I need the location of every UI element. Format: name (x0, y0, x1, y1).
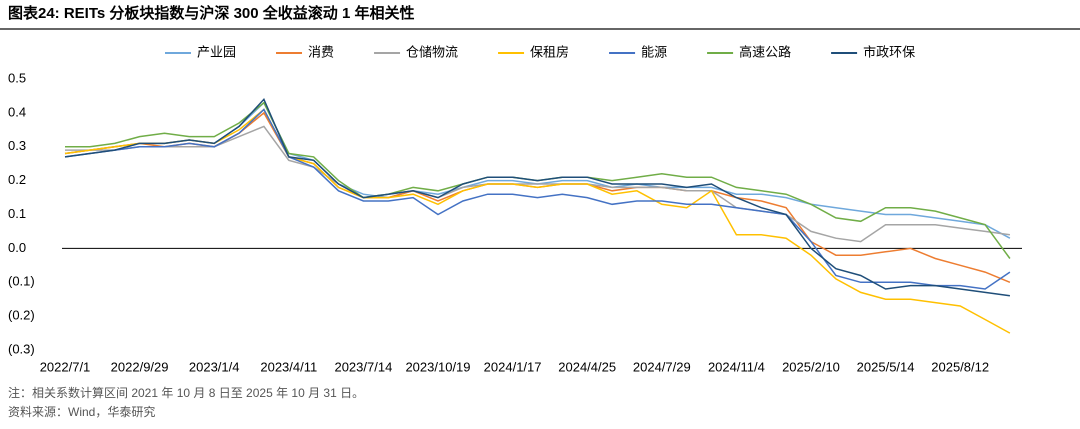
legend-label: 市政环保 (863, 44, 915, 59)
x-tick-label: 2023/7/14 (334, 359, 392, 374)
legend-label: 产业园 (197, 44, 236, 59)
y-tick-label: 0.0 (8, 240, 26, 255)
x-tick-label: 2024/1/17 (484, 359, 542, 374)
x-tick-label: 2025/8/12 (931, 359, 989, 374)
x-tick-label: 2024/4/25 (558, 359, 616, 374)
legend-label: 保租房 (530, 44, 569, 59)
x-tick-label: 2022/9/29 (111, 359, 169, 374)
legend-label: 消费 (308, 44, 334, 59)
series-line (64, 97, 1011, 297)
source: 资料来源：Wind，华泰研究 (8, 404, 155, 419)
legend-label: 高速公路 (739, 44, 791, 59)
y-tick-label: 0.3 (8, 138, 26, 153)
y-tick-label: 0.1 (8, 206, 26, 221)
y-tick-label: 0.5 (8, 70, 26, 85)
x-tick-label: 2023/1/4 (189, 359, 240, 374)
x-tick-label: 2022/7/1 (40, 359, 91, 374)
x-tick-label: 2025/2/10 (782, 359, 840, 374)
x-tick-label: 2024/11/4 (708, 359, 765, 374)
chart-title: 图表24: REITs 分板块指数与沪深 300 全收益滚动 1 年相关性 (8, 4, 414, 22)
y-tick-label: 0.4 (8, 104, 26, 119)
y-tick-label: 0.2 (8, 172, 26, 187)
y-tick-label: (0.1) (8, 274, 35, 289)
series-line (65, 125, 1011, 243)
x-tick-label: 2024/7/29 (633, 359, 691, 374)
series-line (64, 108, 1011, 290)
x-tick-label: 2023/4/11 (260, 359, 317, 374)
legend-label: 仓储物流 (406, 44, 458, 59)
y-tick-label: (0.3) (8, 341, 35, 356)
x-tick-label: 2023/10/19 (405, 359, 470, 374)
note: 注：相关系数计算区间 2021 年 10 月 8 日至 2025 年 10 月 … (8, 385, 364, 400)
x-tick-label: 2025/5/14 (857, 359, 915, 374)
legend-label: 能源 (641, 44, 667, 59)
y-tick-label: (0.2) (8, 308, 35, 323)
series-line (64, 108, 1011, 334)
